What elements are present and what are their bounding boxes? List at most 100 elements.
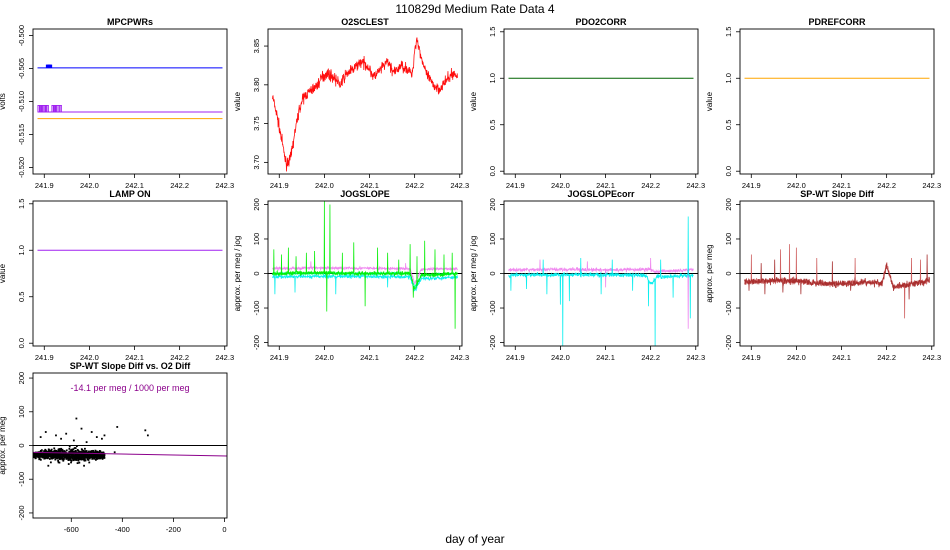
scatter-point [77,459,80,462]
scatter-point [72,459,75,462]
y-tick-label: 1.0 [488,73,497,83]
x-tick-label: 242.3 [450,353,469,362]
scatter-point [46,457,49,460]
y-tick-label: -0.505 [17,58,26,79]
scatter-point [39,458,42,461]
scatter-point [78,451,80,454]
x-tick-label: 242.0 [787,353,806,362]
scatter-point [94,449,97,452]
scatter-point [37,455,39,457]
scatter-point [65,458,68,460]
scatter-point [93,451,96,454]
series-line [272,201,458,329]
scatter-point [77,453,79,456]
chart-panel-9: SP-WT Slope Diff vs. O2 Diff approx. per … [0,361,228,534]
scatter-point [94,458,97,461]
scatter-point [71,452,74,455]
scatter-point [53,453,56,455]
scatter-point [98,453,101,456]
scatter-point [62,455,65,458]
plot-frame [739,200,935,347]
scatter-point [80,453,83,456]
x-tick-label: 242.3 [215,353,234,362]
scatter-point [60,447,63,450]
fit-line [33,451,227,457]
scatter-point [86,458,89,461]
series-line [272,37,458,172]
scatter-point [39,449,42,452]
y-axis-label: approx. per meg / jog [469,236,478,312]
scatter-point [40,452,43,455]
scatter-point [144,429,147,432]
scatter-point [43,454,45,457]
scatter-point [54,454,57,457]
y-axis-label: value [469,91,478,111]
chart-title: O2SCLEST [341,17,389,27]
y-tick-label: 200 [488,198,497,211]
plot-area [740,244,934,319]
scatter-point [61,451,64,454]
scatter-point [55,434,57,437]
chart-panel-2: O2SCLEST value 241.9 242.0 242.1 242.2 242.3 3.… [233,17,469,190]
scatter-point [38,455,41,458]
x-tick-label: 242.3 [450,181,469,190]
scatter-point [95,451,98,454]
x-tick-label: 241.9 [270,181,289,190]
x-tick-label: 242.1 [125,353,144,362]
scatter-point [53,447,56,450]
scatter-point [92,455,95,458]
scatter-point [68,447,71,450]
scatter-point [102,456,105,458]
y-axis-label: value [233,91,242,111]
scatter-point [96,456,98,459]
scatter-point [88,461,91,464]
scatter-point [78,454,81,457]
scatter-point [92,449,94,452]
scatter-point [83,458,86,460]
scatter-point [99,455,102,458]
scatter-point [146,434,149,437]
scatter-point [60,454,62,456]
scatter-point [92,454,95,457]
chart-panel-6: JOGSLOPE approx. per meg / jog 241.9 242.0 2… [233,189,469,362]
scatter-point [60,437,62,440]
x-tick-label: 242.2 [405,181,424,190]
x-tick-label: 0 [222,525,226,534]
y-axis-label: value [705,91,714,111]
scatter-point [46,453,49,456]
plot-area [33,417,227,467]
scatter-point [92,456,94,459]
scatter-point [45,455,47,458]
x-tick-label: 241.9 [742,353,761,362]
scatter-point [50,456,53,458]
scatter-point [78,456,81,459]
x-tick-label: 242.1 [125,181,144,190]
scatter-point [97,451,100,454]
plot-frame [503,28,699,175]
y-tick-label: 0 [488,271,497,275]
scatter-point [80,454,83,457]
scatter-point [39,453,41,455]
scatter-point [85,456,88,459]
x-tick-label: 242.1 [832,181,851,190]
scatter-point [44,456,46,459]
scatter-point [93,454,96,457]
scatter-point [102,451,105,454]
x-tick-label: 242.2 [405,353,424,362]
scatter-point [63,455,66,458]
scatter-point [73,456,76,459]
y-tick-label: 0.0 [17,338,26,348]
scatter-point [80,427,83,430]
series-line [508,216,694,346]
scatter-point [74,447,77,449]
y-tick-label: -200 [488,335,497,350]
series-line [744,254,930,300]
scatter-point [35,453,38,456]
scatter-point [100,456,103,459]
scatter-point [43,450,46,452]
y-tick-label: -200 [17,505,26,520]
scatter-point [54,451,56,453]
y-tick-label: 0.0 [488,166,497,176]
scatter-point [101,454,104,456]
y-tick-label: 0.5 [488,120,497,130]
